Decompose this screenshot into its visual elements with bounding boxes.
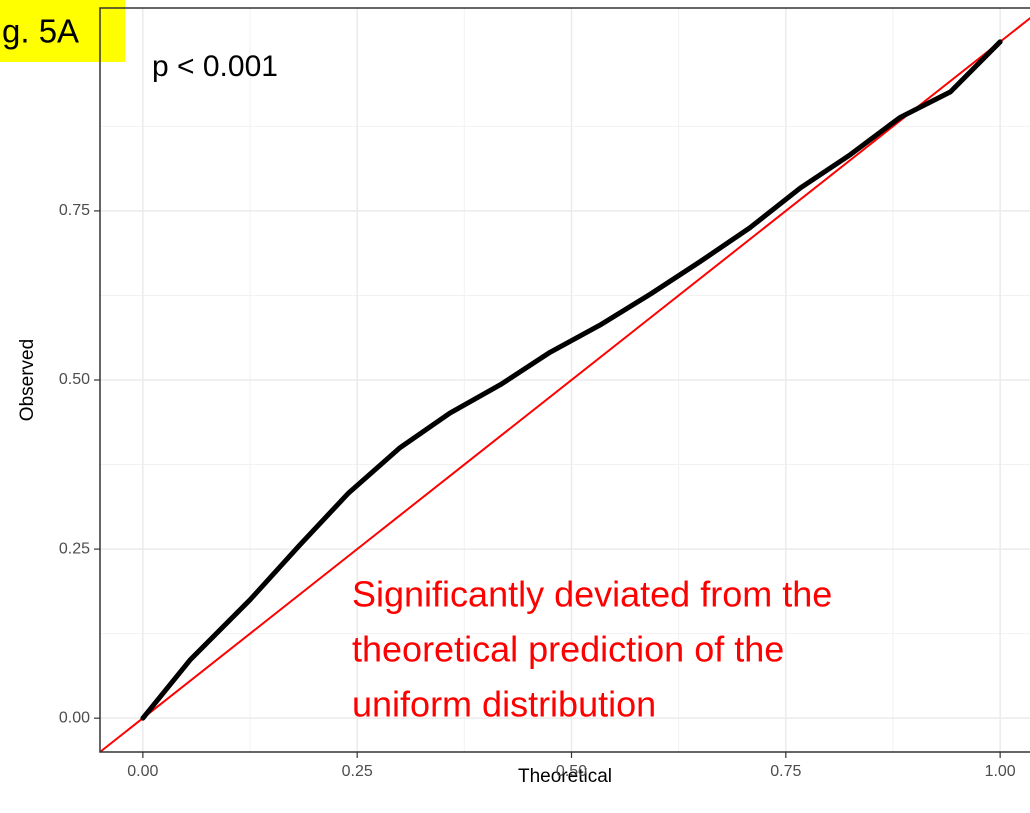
x-axis-title: Theoretical	[518, 766, 612, 787]
plot-area	[99, 16, 1030, 753]
panel-label: g. 5A	[2, 13, 79, 50]
y-axis-title: Observed	[17, 339, 38, 421]
data-line	[140, 39, 1003, 721]
y-tick-label: 0.00	[59, 709, 90, 726]
x-tick-label: 1.00	[985, 763, 1016, 780]
x-tick-label: 0.50	[556, 763, 587, 780]
note-line: uniform distribution	[352, 684, 656, 725]
note-line: Significantly deviated from the	[352, 574, 832, 615]
panel-border	[99, 7, 1030, 753]
reference-line	[99, 16, 1030, 753]
p-value: p < 0.001	[152, 50, 278, 83]
note-line: theoretical prediction of the	[352, 629, 784, 670]
x-tick-label: 0.00	[127, 763, 158, 780]
panel-label-box	[0, 0, 125, 62]
y-tick-label: 0.50	[59, 371, 90, 388]
y-tick-label: 0.25	[59, 540, 90, 557]
y-tick-label: 0.75	[59, 202, 90, 219]
x-tick-label: 0.75	[770, 763, 801, 780]
x-tick-label: 0.25	[342, 763, 373, 780]
